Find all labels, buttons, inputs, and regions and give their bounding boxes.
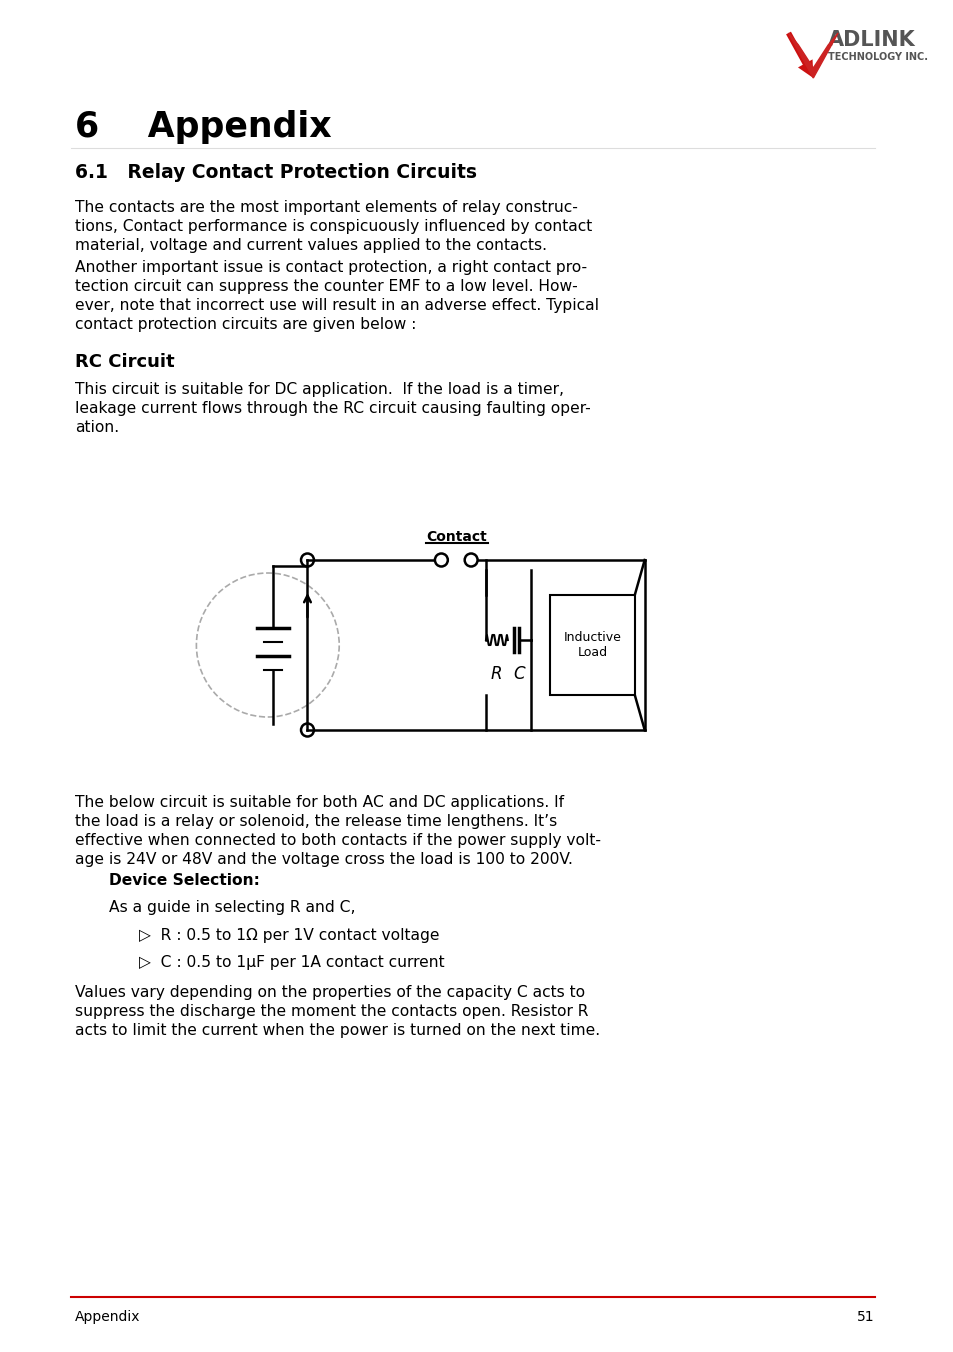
Text: C: C — [513, 665, 524, 683]
Text: material, voltage and current values applied to the contacts.: material, voltage and current values app… — [75, 238, 547, 253]
Text: ▷  R : 0.5 to 1Ω per 1V contact voltage: ▷ R : 0.5 to 1Ω per 1V contact voltage — [139, 927, 439, 942]
Text: tection circuit can suppress the counter EMF to a low level. How-: tection circuit can suppress the counter… — [75, 279, 578, 293]
Text: effective when connected to both contacts if the power supply volt-: effective when connected to both contact… — [75, 833, 600, 848]
Text: R: R — [490, 665, 501, 683]
Text: age is 24V or 48V and the voltage cross the load is 100 to 200V.: age is 24V or 48V and the voltage cross … — [75, 852, 573, 867]
Text: As a guide in selecting R and C,: As a guide in selecting R and C, — [109, 900, 355, 915]
Bar — [550, 595, 634, 695]
Text: Values vary depending on the properties of the capacity C acts to: Values vary depending on the properties … — [75, 986, 585, 1000]
Text: ADLINK: ADLINK — [827, 30, 915, 50]
Text: tions, Contact performance is conspicuously influenced by contact: tions, Contact performance is conspicuou… — [75, 219, 592, 234]
Polygon shape — [788, 32, 838, 78]
Text: Appendix: Appendix — [75, 1310, 141, 1324]
Text: RC Circuit: RC Circuit — [75, 353, 174, 370]
Text: TECHNOLOGY INC.: TECHNOLOGY INC. — [827, 51, 927, 62]
Text: the load is a relay or solenoid, the release time lengthens. It’s: the load is a relay or solenoid, the rel… — [75, 814, 558, 829]
Text: Device Selection:: Device Selection: — [109, 873, 260, 888]
Text: contact protection circuits are given below :: contact protection circuits are given be… — [75, 316, 416, 333]
Text: This circuit is suitable for DC application.  If the load is a timer,: This circuit is suitable for DC applicat… — [75, 383, 564, 397]
Text: leakage current flows through the RC circuit causing faulting oper-: leakage current flows through the RC cir… — [75, 402, 591, 416]
Text: ever, note that incorrect use will result in an adverse effect. Typical: ever, note that incorrect use will resul… — [75, 297, 598, 314]
Text: The below circuit is suitable for both AC and DC applications. If: The below circuit is suitable for both A… — [75, 795, 564, 810]
Text: ation.: ation. — [75, 420, 119, 435]
Text: Inductive
Load: Inductive Load — [563, 631, 621, 658]
Text: Contact: Contact — [425, 530, 486, 544]
Text: 6    Appendix: 6 Appendix — [75, 110, 332, 145]
Text: acts to limit the current when the power is turned on the next time.: acts to limit the current when the power… — [75, 1023, 599, 1038]
Text: The contacts are the most important elements of relay construc-: The contacts are the most important elem… — [75, 200, 578, 215]
Text: suppress the discharge the moment the contacts open. Resistor R: suppress the discharge the moment the co… — [75, 1005, 588, 1019]
Text: 51: 51 — [857, 1310, 874, 1324]
Text: ▷  C : 0.5 to 1μF per 1A contact current: ▷ C : 0.5 to 1μF per 1A contact current — [139, 955, 444, 969]
Text: 6.1   Relay Contact Protection Circuits: 6.1 Relay Contact Protection Circuits — [75, 164, 476, 183]
Text: Another important issue is contact protection, a right contact pro-: Another important issue is contact prote… — [75, 260, 587, 274]
